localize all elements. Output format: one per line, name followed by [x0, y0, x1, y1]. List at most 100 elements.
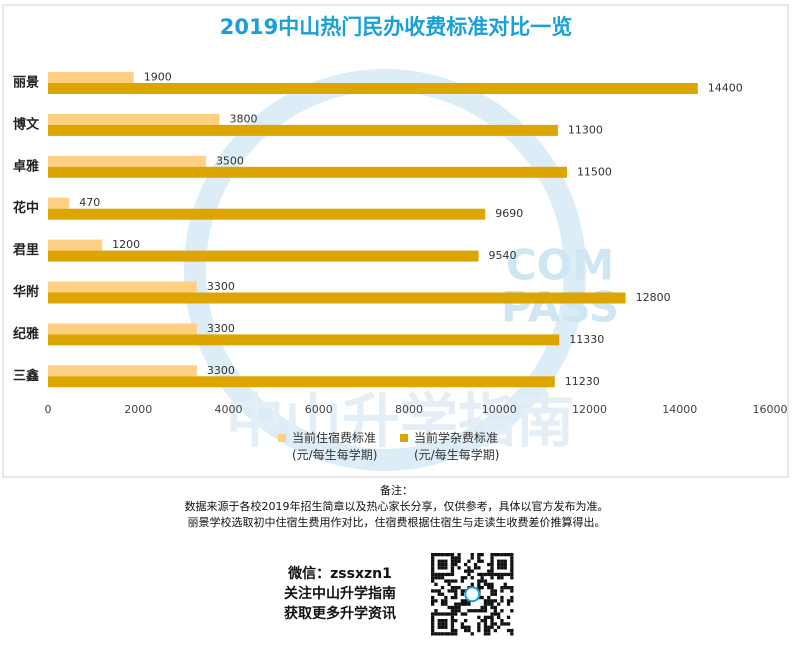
- qr-cell: [500, 576, 504, 580]
- qr-cell: [440, 632, 445, 636]
- qr-cell: [477, 586, 481, 590]
- data-label: 11300: [568, 123, 603, 136]
- qr-cell: [480, 605, 484, 610]
- qr-cell: [497, 625, 501, 629]
- qr-cell: [460, 579, 464, 583]
- x-tick-label: 14000: [662, 403, 697, 416]
- qr-cell: [493, 622, 497, 626]
- qr-cell: [510, 572, 514, 577]
- qr-cell: [490, 569, 494, 573]
- qr-cell: [431, 619, 435, 623]
- qr-cell: [483, 615, 488, 619]
- qr-cell: [470, 553, 474, 557]
- qr-cell: [493, 599, 497, 603]
- qr-cell: [434, 609, 438, 613]
- qr-cell: [510, 599, 514, 603]
- qr-cell: [493, 572, 497, 577]
- qr-cell: [464, 628, 468, 633]
- qr-cell: [470, 569, 474, 573]
- qr-cell: [454, 605, 458, 610]
- qr-cell: [500, 586, 504, 590]
- y-tick-label: 博文: [13, 116, 40, 132]
- bar: [48, 292, 626, 304]
- qr-cell: [457, 586, 461, 590]
- qr-cell: [503, 553, 507, 557]
- qr-logo: [464, 586, 481, 603]
- qr-cell: [503, 586, 507, 590]
- y-tick-label: 花中: [13, 200, 39, 216]
- qr-cell: [506, 572, 511, 577]
- qr-cell: [487, 586, 491, 590]
- qr-cell: [440, 559, 445, 563]
- qr-cell: [457, 605, 461, 610]
- data-label: 14400: [708, 82, 743, 95]
- qr-cell: [460, 576, 464, 580]
- qr-cell: [450, 619, 455, 623]
- legend-entry: 当前住宿费标准 (元/每生每学期): [278, 430, 377, 464]
- qr-cell: [470, 576, 474, 580]
- qr-cell: [454, 589, 458, 593]
- qr-cell: [506, 628, 511, 633]
- qr-cell: [487, 615, 491, 619]
- qr-cell: [450, 632, 455, 636]
- data-label: 11230: [565, 375, 600, 388]
- qr-cell: [437, 572, 441, 577]
- data-label: 3800: [229, 112, 257, 125]
- qr-cell: [464, 569, 468, 573]
- qr-cell: [454, 592, 458, 596]
- qr-cell: [477, 622, 481, 626]
- qr-cell: [500, 622, 504, 626]
- qr-cell: [431, 599, 435, 603]
- qr-cell: [510, 569, 514, 573]
- note-heading: 备注：: [380, 484, 413, 497]
- qr-cell: [437, 625, 441, 629]
- legend-label: 当前住宿费标准 (元/每生每学期): [292, 431, 378, 462]
- qr-cell: [454, 602, 458, 606]
- data-label: 470: [79, 196, 100, 209]
- qr-cell: [510, 586, 514, 590]
- qr-cell: [450, 605, 455, 610]
- qr-cell: [454, 612, 458, 616]
- qr-cell: [480, 559, 484, 563]
- qr-cell: [490, 602, 494, 606]
- qr-cell: [450, 609, 455, 613]
- qr-cell: [483, 628, 488, 633]
- qr-cell: [464, 576, 468, 580]
- qr-cell: [483, 602, 488, 606]
- qr-cell: [477, 579, 481, 583]
- qr-cell: [473, 566, 478, 570]
- qr-cell: [431, 562, 435, 567]
- bar: [48, 197, 70, 209]
- qr-cell: [487, 599, 491, 603]
- qr-cell: [490, 566, 494, 570]
- qr-cell: [497, 602, 501, 606]
- qr-cell: [444, 562, 448, 567]
- qr-cell: [500, 619, 504, 623]
- qr-cell: [500, 589, 504, 593]
- qr-cell: [490, 615, 494, 619]
- bar: [48, 83, 698, 94]
- x-tick-label: 8000: [395, 403, 423, 416]
- qr-cell: [480, 572, 484, 577]
- qr-cell: [487, 572, 491, 577]
- qr-cell: [480, 609, 484, 613]
- qr-cell: [490, 582, 494, 586]
- qr-cell: [437, 619, 441, 623]
- qr-cell: [490, 553, 494, 557]
- x-tick-label: 4000: [215, 403, 243, 416]
- qr-cell: [431, 628, 435, 633]
- qr-cell: [500, 595, 504, 600]
- qr-cell: [444, 632, 448, 636]
- qr-cell: [506, 602, 511, 606]
- qr-cell: [440, 576, 445, 580]
- qr-cell: [460, 589, 464, 593]
- qr-cell: [464, 612, 468, 616]
- qr-cell: [493, 612, 497, 616]
- x-tick-label: 0: [45, 403, 52, 416]
- qr-cell: [497, 612, 501, 616]
- qr-cell: [437, 622, 441, 626]
- qr-cell: [431, 572, 435, 577]
- qr-cell: [444, 602, 448, 606]
- qr-cell: [487, 569, 491, 573]
- qr-cell: [497, 566, 501, 570]
